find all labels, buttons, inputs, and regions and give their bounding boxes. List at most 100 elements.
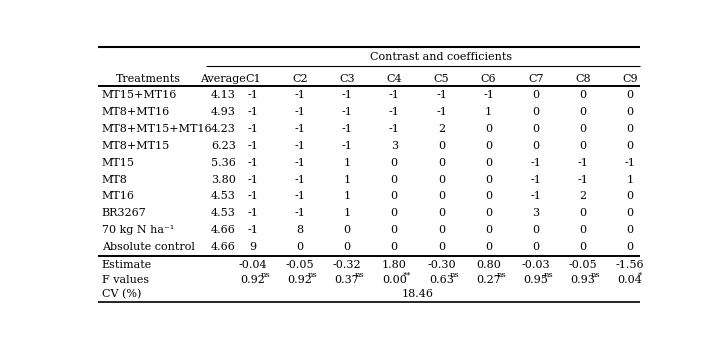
Text: ns: ns [449, 271, 459, 279]
Text: -0.05: -0.05 [569, 260, 598, 270]
Text: -1.56: -1.56 [616, 260, 644, 270]
Text: 0.63: 0.63 [429, 276, 454, 285]
Text: 70 kg N ha⁻¹: 70 kg N ha⁻¹ [102, 225, 174, 235]
Text: 4.66: 4.66 [211, 242, 235, 252]
Text: 1: 1 [343, 158, 351, 167]
Text: 0: 0 [626, 124, 634, 134]
Text: 0: 0 [626, 140, 634, 151]
Text: **: ** [402, 271, 411, 279]
Text: Absolute control: Absolute control [102, 242, 194, 252]
Text: -1: -1 [247, 107, 258, 117]
Text: 0: 0 [391, 158, 398, 167]
Text: ns: ns [261, 271, 271, 279]
Text: ns: ns [308, 271, 318, 279]
Text: -0.04: -0.04 [238, 260, 267, 270]
Text: 1: 1 [343, 175, 351, 184]
Text: 0.04: 0.04 [618, 276, 643, 285]
Text: 0: 0 [438, 175, 445, 184]
Text: 1: 1 [485, 107, 492, 117]
Text: 0: 0 [532, 242, 539, 252]
Text: 2: 2 [580, 191, 587, 202]
Text: 2: 2 [438, 124, 445, 134]
Text: 18.46: 18.46 [402, 289, 434, 299]
Text: 4.13: 4.13 [211, 90, 235, 100]
Text: 0: 0 [391, 191, 398, 202]
Text: -0.05: -0.05 [286, 260, 314, 270]
Text: -1: -1 [294, 90, 305, 100]
Text: -1: -1 [342, 140, 353, 151]
Text: -1: -1 [342, 90, 353, 100]
Text: -1: -1 [294, 158, 305, 167]
Text: 0.92: 0.92 [287, 276, 312, 285]
Text: 1: 1 [343, 191, 351, 202]
Text: -1: -1 [294, 140, 305, 151]
Text: -1: -1 [247, 140, 258, 151]
Text: 0: 0 [626, 242, 634, 252]
Text: 0: 0 [485, 140, 492, 151]
Text: 0: 0 [485, 242, 492, 252]
Text: MT15: MT15 [102, 158, 135, 167]
Text: C7: C7 [528, 74, 544, 85]
Text: 0: 0 [485, 158, 492, 167]
Text: MT15+MT16: MT15+MT16 [102, 90, 177, 100]
Text: F values: F values [102, 276, 149, 285]
Text: 0: 0 [438, 225, 445, 235]
Text: C4: C4 [387, 74, 402, 85]
Text: 6.23: 6.23 [211, 140, 235, 151]
Text: -1: -1 [577, 175, 588, 184]
Text: 0: 0 [626, 191, 634, 202]
Text: -0.30: -0.30 [427, 260, 456, 270]
Text: 0: 0 [626, 225, 634, 235]
Text: 4.23: 4.23 [211, 124, 235, 134]
Text: C1: C1 [245, 74, 261, 85]
Text: -1: -1 [531, 191, 541, 202]
Text: 3.80: 3.80 [211, 175, 235, 184]
Text: 0: 0 [438, 191, 445, 202]
Text: -1: -1 [247, 191, 258, 202]
Text: MT8+MT15+MT16: MT8+MT15+MT16 [102, 124, 212, 134]
Text: MT16: MT16 [102, 191, 135, 202]
Text: -1: -1 [294, 107, 305, 117]
Text: 0: 0 [580, 124, 587, 134]
Text: 0: 0 [297, 242, 304, 252]
Text: -1: -1 [577, 158, 588, 167]
Text: C3: C3 [339, 74, 355, 85]
Text: -1: -1 [247, 158, 258, 167]
Text: C9: C9 [622, 74, 638, 85]
Text: C6: C6 [481, 74, 497, 85]
Text: -1: -1 [247, 175, 258, 184]
Text: 3: 3 [391, 140, 398, 151]
Text: -1: -1 [247, 225, 258, 235]
Text: 0: 0 [438, 158, 445, 167]
Text: 0: 0 [485, 124, 492, 134]
Text: 0.27: 0.27 [476, 276, 501, 285]
Text: 0: 0 [485, 208, 492, 218]
Text: 0: 0 [485, 175, 492, 184]
Text: 0: 0 [391, 225, 398, 235]
Text: 0.92: 0.92 [240, 276, 265, 285]
Text: 0: 0 [532, 124, 539, 134]
Text: 0: 0 [391, 175, 398, 184]
Text: ns: ns [355, 271, 365, 279]
Text: 0: 0 [580, 208, 587, 218]
Text: BR3267: BR3267 [102, 208, 146, 218]
Text: 0: 0 [532, 225, 539, 235]
Text: C2: C2 [292, 74, 307, 85]
Text: 4.66: 4.66 [211, 225, 235, 235]
Text: 0: 0 [580, 140, 587, 151]
Text: 1: 1 [626, 175, 634, 184]
Text: CV (%): CV (%) [102, 289, 141, 299]
Text: *: * [638, 271, 642, 279]
Text: ns: ns [497, 271, 506, 279]
Text: -1: -1 [625, 158, 636, 167]
Text: 0: 0 [391, 208, 398, 218]
Text: 3: 3 [532, 208, 539, 218]
Text: -1: -1 [247, 124, 258, 134]
Text: 0.93: 0.93 [570, 276, 595, 285]
Text: -1: -1 [389, 90, 400, 100]
Text: 0: 0 [485, 225, 492, 235]
Text: -0.32: -0.32 [333, 260, 361, 270]
Text: MT8: MT8 [102, 175, 127, 184]
Text: -1: -1 [294, 124, 305, 134]
Text: 0: 0 [626, 107, 634, 117]
